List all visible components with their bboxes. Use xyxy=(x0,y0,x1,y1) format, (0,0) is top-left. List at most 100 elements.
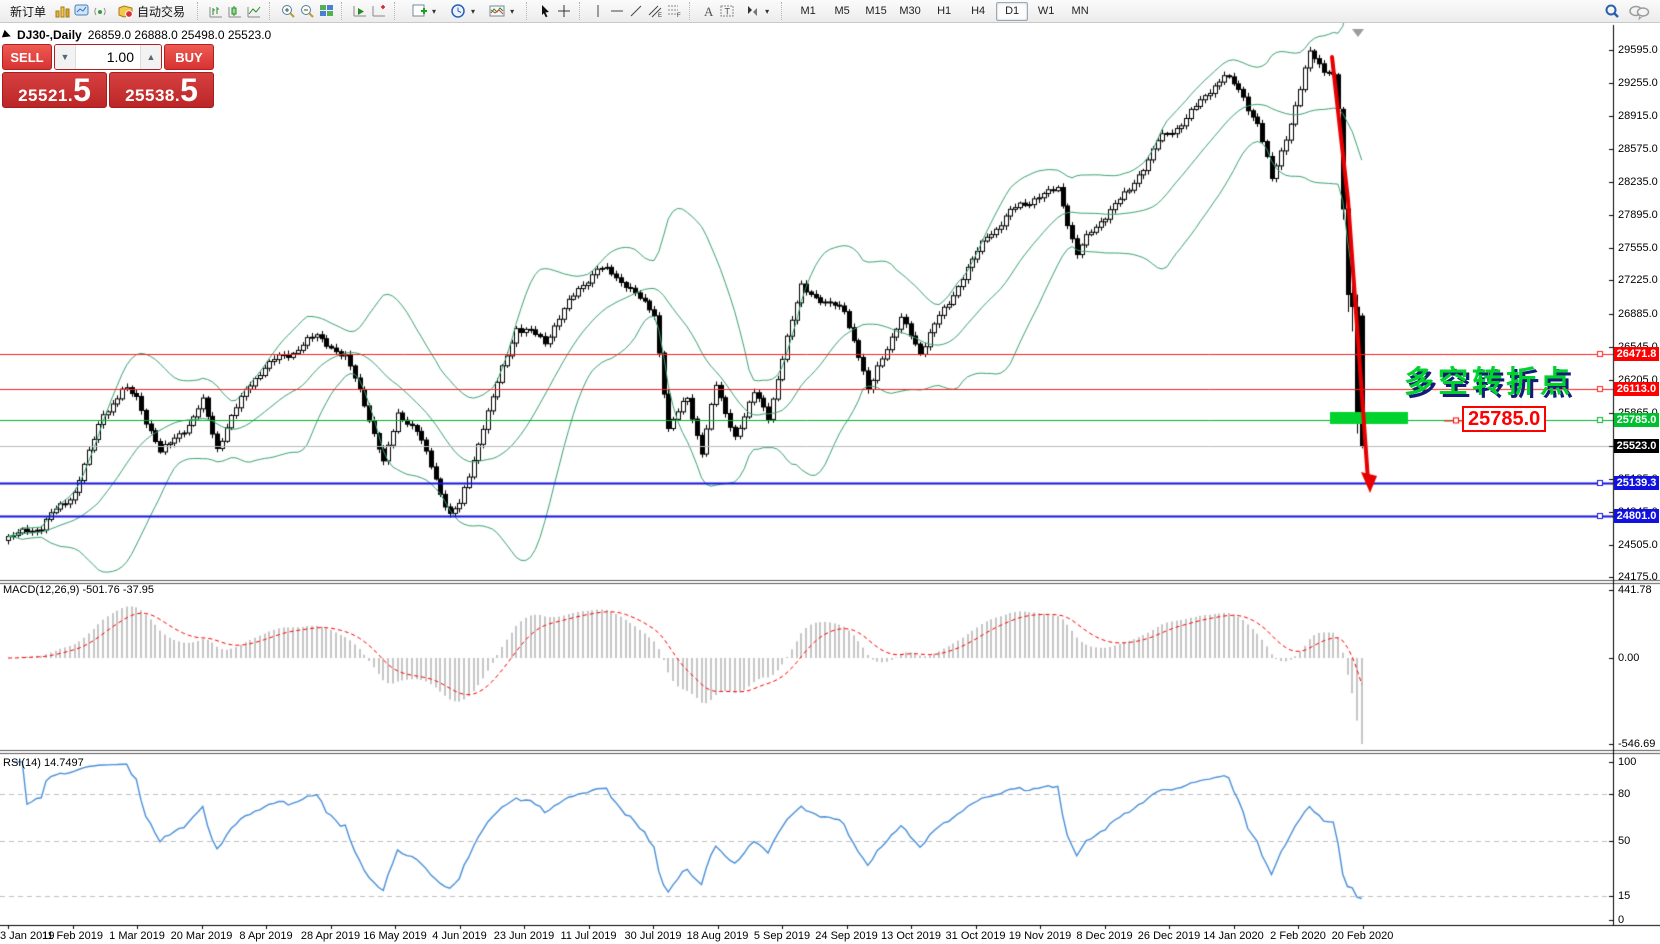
timeframe-M30[interactable]: M30 xyxy=(899,4,921,17)
rsi-tick-label: 50 xyxy=(1618,834,1631,847)
line-chart-icon[interactable] xyxy=(246,3,263,19)
date-tick-label: 19 Nov 2019 xyxy=(1008,930,1072,942)
macd-tick-label: 0.00 xyxy=(1618,652,1640,664)
rsi-label: RSI(14) 14.7497 xyxy=(3,757,84,769)
price-level-badge: 25139.3 xyxy=(1614,476,1659,491)
svg-text:E: E xyxy=(658,13,662,19)
text-icon[interactable]: A xyxy=(700,3,717,19)
candlestick-icon[interactable] xyxy=(227,3,244,19)
chart-shift-icon[interactable] xyxy=(371,3,388,19)
symbol-period-label: DJ30-,Daily xyxy=(17,28,82,42)
date-tick-label: 14 Jan 2020 xyxy=(1203,930,1264,942)
turning-point-annotation: 多空转折点 xyxy=(1404,366,1574,399)
price-level-badge: 24801.0 xyxy=(1614,509,1659,524)
search-icon[interactable] xyxy=(1603,3,1620,19)
rsi-tick-label: 100 xyxy=(1618,755,1637,768)
svg-text:F: F xyxy=(677,13,681,19)
channel-icon[interactable]: E xyxy=(647,3,664,19)
volume-input[interactable]: 1.00 xyxy=(106,49,134,65)
timeframe-M5[interactable]: M5 xyxy=(834,4,850,17)
auto-scroll-icon[interactable] xyxy=(352,3,369,19)
ohlc-values: 26859.0 26888.0 25498.0 25523.0 xyxy=(87,28,272,42)
sell-button[interactable]: SELL xyxy=(2,44,52,70)
signals-icon[interactable] xyxy=(92,3,109,19)
new-order-button[interactable]: 新订单 xyxy=(4,1,52,22)
buy-price-fraction: 5 xyxy=(180,72,198,108)
indicators-button[interactable]: ▾ xyxy=(483,1,520,22)
price-level-badge: 26113.0 xyxy=(1614,381,1659,396)
toolbar-separator xyxy=(341,2,347,20)
fibonacci-icon[interactable]: F xyxy=(666,3,683,19)
autotrade-button[interactable]: 自动交易 xyxy=(111,1,191,22)
price-level-badge: 26471.8 xyxy=(1614,346,1659,361)
volume-decrease-button[interactable]: ▼ xyxy=(55,45,76,69)
bar-chart-icon[interactable] xyxy=(208,3,225,19)
date-tick-label: 20 Mar 2019 xyxy=(170,930,233,942)
macd-label: MACD(12,26,9) -501.76 -37.95 xyxy=(3,584,154,596)
price-tick-label: 28235.0 xyxy=(1618,176,1658,189)
timeframe-group: M1 M5 M15 M30 H1 H4 D1 W1 MN xyxy=(792,1,1096,21)
level-price-label[interactable]: 25785.0 xyxy=(1462,406,1547,432)
macd-current-values: -501.76 -37.95 xyxy=(82,584,155,596)
toolbar: 新订单 自动交易 ▾ ▾ ▾ E F A T ▾ xyxy=(0,0,1660,23)
chat-icon[interactable] xyxy=(1628,3,1650,21)
timeframe-MN[interactable]: MN xyxy=(1071,4,1089,17)
cursor-icon[interactable] xyxy=(537,3,554,19)
date-tick-label: 23 Jun 2019 xyxy=(493,930,555,942)
price-tick-label: 29255.0 xyxy=(1618,77,1658,90)
zoom-out-icon[interactable] xyxy=(299,3,316,19)
horizontal-line-icon[interactable] xyxy=(609,3,626,19)
rsi-name: RSI(14) xyxy=(3,757,41,769)
date-tick-label: 16 May 2019 xyxy=(363,930,427,942)
new-chart-button[interactable]: ▾ xyxy=(405,1,442,22)
vertical-line-icon[interactable] xyxy=(590,3,607,19)
new-order-label: 新订单 xyxy=(10,4,47,19)
toolbar-separator xyxy=(394,2,400,20)
price-tick-label: 24175.0 xyxy=(1618,571,1658,583)
buy-price[interactable]: 25538. 5 xyxy=(109,72,214,108)
price-tick-label: 28915.0 xyxy=(1618,110,1658,123)
toolbar-separator xyxy=(197,2,203,20)
new-chart-icon xyxy=(411,3,428,19)
buy-button[interactable]: BUY xyxy=(164,44,214,70)
volume-stepper: ▼ 1.00 ▲ xyxy=(54,44,162,70)
charts-gold-icon[interactable] xyxy=(54,3,71,19)
period-button[interactable]: ▾ xyxy=(444,1,481,22)
volume-increase-button[interactable]: ▲ xyxy=(140,45,161,69)
timeframe-H4[interactable]: H4 xyxy=(971,4,986,17)
tile-windows-icon[interactable] xyxy=(318,3,335,19)
date-tick-label: 18 Aug 2019 xyxy=(686,930,749,942)
timeframe-W1[interactable]: W1 xyxy=(1037,4,1055,17)
toolbar-separator xyxy=(526,2,532,20)
date-tick-label: 28 Apr 2019 xyxy=(300,930,361,942)
date-tick-label: 13 Oct 2019 xyxy=(881,930,941,942)
chevron-down-icon: ▾ xyxy=(432,6,437,16)
timeframe-M1[interactable]: M1 xyxy=(800,4,816,17)
price-tick-label: 27555.0 xyxy=(1618,242,1658,255)
toolbar-separator xyxy=(781,2,787,20)
symbol-arrow-icon xyxy=(1,29,13,41)
date-tick-label: 8 Dec 2019 xyxy=(1076,930,1133,942)
date-tick-label: 20 Feb 2020 xyxy=(1331,930,1394,942)
date-tick-label: 30 Jul 2019 xyxy=(624,930,682,942)
sell-price[interactable]: 25521. 5 xyxy=(2,72,107,108)
date-tick-label: 4 Jun 2019 xyxy=(432,930,487,942)
zoom-in-icon[interactable] xyxy=(280,3,297,19)
toolbar-separator xyxy=(579,2,585,20)
arrows-button[interactable]: ▾ xyxy=(738,1,775,22)
timeframe-D1[interactable]: D1 xyxy=(996,1,1029,21)
price-tick-label: 24505.0 xyxy=(1618,538,1658,551)
crosshair-icon[interactable] xyxy=(556,3,573,19)
price-tick-label: 27225.0 xyxy=(1618,274,1658,287)
rsi-tick-label: 80 xyxy=(1618,787,1631,800)
date-tick-label: 31 Oct 2019 xyxy=(945,930,1006,942)
sell-price-main: 25521. xyxy=(18,86,74,105)
terminal-icon[interactable] xyxy=(73,3,90,19)
text-label-icon[interactable]: T xyxy=(719,3,736,19)
sell-price-fraction: 5 xyxy=(73,72,91,108)
timeframe-H1[interactable]: H1 xyxy=(937,4,952,17)
trendline-icon[interactable] xyxy=(628,3,645,19)
toolbar-separator xyxy=(689,2,695,20)
timeframe-M15[interactable]: M15 xyxy=(865,4,887,17)
